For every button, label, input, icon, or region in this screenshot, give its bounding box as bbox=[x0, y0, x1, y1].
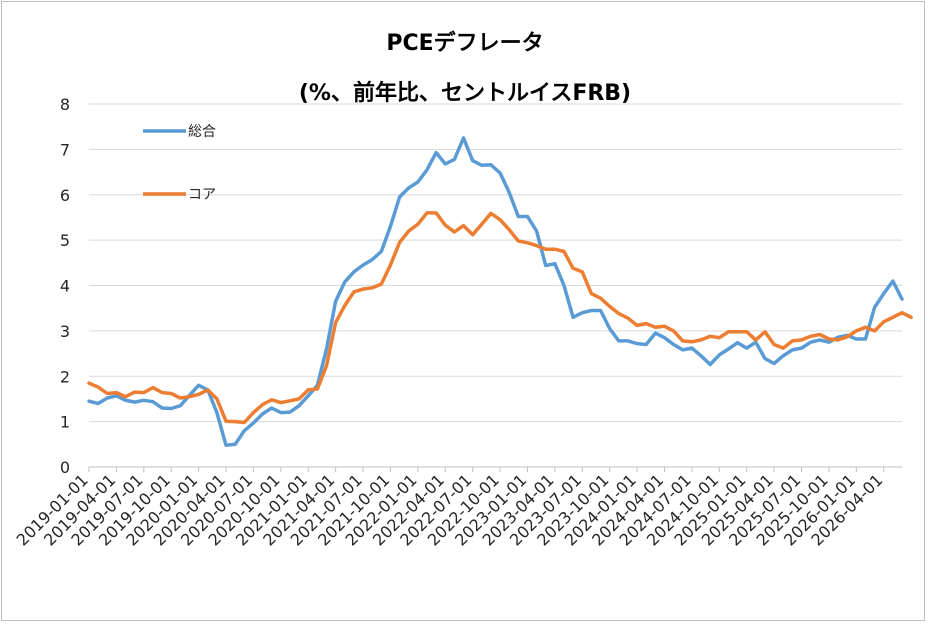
series-lines bbox=[87, 136, 913, 447]
y-tick-label: 4 bbox=[60, 277, 70, 296]
y-tick-label: 6 bbox=[60, 186, 70, 205]
y-tick-label: 8 bbox=[60, 95, 70, 114]
series-line-1 bbox=[87, 136, 904, 447]
legend-label: 総合 bbox=[188, 124, 216, 140]
y-tick-label: 1 bbox=[60, 413, 70, 432]
legend-label: コア bbox=[188, 187, 216, 203]
y-tick-label: 0 bbox=[60, 458, 70, 477]
gridlines bbox=[89, 103, 902, 468]
y-tick-label: 3 bbox=[60, 322, 70, 341]
chart-subtitle: (%、前年比、セントルイスFRB) bbox=[299, 80, 631, 106]
y-tick-label: 2 bbox=[60, 367, 70, 386]
y-tick-label: 7 bbox=[60, 140, 70, 159]
y-axis: 0 1 2 3 4 5 6 7 8 bbox=[60, 95, 70, 477]
x-axis: 2019-01-012019-04-012019-07-012019-10-01… bbox=[13, 467, 887, 550]
y-tick-label: 5 bbox=[60, 231, 70, 250]
chart-title: PCEデフレータ bbox=[386, 30, 543, 56]
series-line-2 bbox=[87, 211, 913, 425]
